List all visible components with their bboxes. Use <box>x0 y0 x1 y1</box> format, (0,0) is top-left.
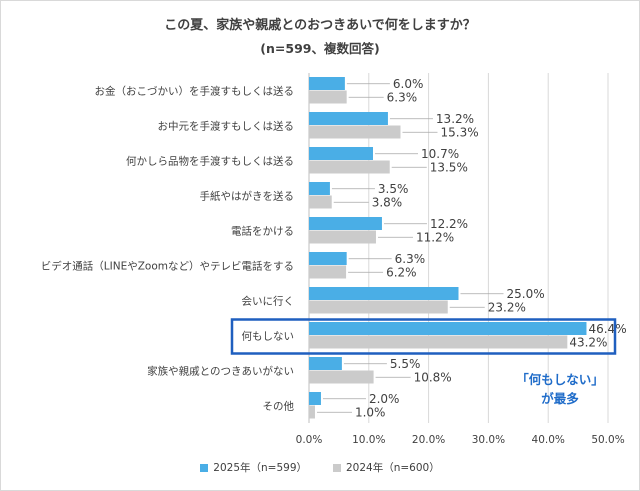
bar-2024 <box>309 300 448 314</box>
category-label: 家族や親戚とのつきあいがない <box>147 365 294 378</box>
bar-2024 <box>309 335 568 349</box>
annotation: 「何もしない」 が最多 <box>505 370 615 408</box>
x-tick-label: 0.0% <box>296 434 323 446</box>
value-label-2024: 1.0% <box>355 405 386 419</box>
legend-item-2025: 2025年（n=599） <box>200 460 307 475</box>
category-label: 会いに行く <box>242 295 295 308</box>
value-label-2025: 2.0% <box>369 392 400 406</box>
bar-2025 <box>309 147 373 160</box>
x-tick-label: 20.0% <box>412 434 445 446</box>
bar-2024 <box>309 195 332 209</box>
value-label-2025: 10.7% <box>421 147 459 161</box>
bar-2025 <box>309 357 342 370</box>
legend-swatch-2025 <box>200 463 209 472</box>
bar-2024 <box>309 90 347 104</box>
bar-2025 <box>309 252 347 265</box>
legend: 2025年（n=599） 2024年（n=600） <box>0 460 640 475</box>
chart-title: この夏、家族や親戚とのおつきあいで何をしますか？ <box>164 18 476 33</box>
value-label-2025: 12.2% <box>430 217 468 231</box>
category-label: 手紙やはがきを送る <box>200 190 295 203</box>
highlight-box <box>230 318 617 355</box>
bar-2024 <box>309 230 376 244</box>
category-label: その他 <box>263 400 295 413</box>
bar-2024 <box>309 160 390 174</box>
bar-2024 <box>309 405 315 419</box>
value-label-2025: 13.2% <box>436 112 474 126</box>
category-label: 何かしら品物を手渡すもしくは送る <box>126 155 294 168</box>
annotation-line-1: 「何もしない」 <box>516 372 604 387</box>
value-label-2024: 13.5% <box>430 160 468 174</box>
legend-label-2025: 2025年（n=599） <box>213 462 307 474</box>
bar-2025 <box>309 287 459 300</box>
value-label-2025: 46.4% <box>588 322 626 336</box>
x-tick-label: 50.0% <box>591 434 624 446</box>
bar-2024 <box>309 370 374 384</box>
value-label-2024: 6.2% <box>386 265 417 279</box>
legend-label-2024: 2024年（n=600） <box>346 462 440 474</box>
value-label-2024: 43.2% <box>569 335 607 349</box>
value-label-2024: 10.8% <box>414 370 452 384</box>
category-label: お金（おこづかい）を手渡すもしくは送る <box>95 85 295 98</box>
category-label: 何もしない <box>242 330 295 343</box>
x-tick-label: 30.0% <box>472 434 505 446</box>
legend-item-2024: 2024年（n=600） <box>333 460 440 475</box>
value-label-2025: 5.5% <box>390 357 421 371</box>
category-label: ビデオ通話（LINEやZoomなど）やテレビ電話をする <box>41 260 294 273</box>
bar-2025 <box>309 112 388 125</box>
x-tick-label: 10.0% <box>352 434 385 446</box>
annotation-line-2: が最多 <box>541 391 579 406</box>
bar-2025 <box>309 77 345 90</box>
value-label-2024: 15.3% <box>440 125 478 139</box>
chart-subtitle: (n=599、複数回答) <box>260 41 380 56</box>
value-label-2025: 6.0% <box>393 77 424 91</box>
value-label-2025: 6.3% <box>395 252 426 266</box>
bar-2025 <box>309 322 587 335</box>
value-label-2025: 25.0% <box>507 287 545 301</box>
bar-2024 <box>309 265 347 279</box>
x-tick-label: 40.0% <box>532 434 565 446</box>
category-label: 電話をかける <box>231 225 294 238</box>
legend-swatch-2024 <box>333 463 341 472</box>
value-label-2025: 3.5% <box>378 182 409 196</box>
bar-2025 <box>309 182 330 195</box>
category-label: お中元を手渡すもしくは送る <box>158 120 295 133</box>
bar-2025 <box>309 392 321 405</box>
value-label-2024: 3.8% <box>372 195 403 209</box>
value-label-2024: 6.3% <box>387 90 418 104</box>
bar-2025 <box>309 217 382 230</box>
bar-2024 <box>309 125 401 139</box>
value-label-2024: 23.2% <box>488 300 526 314</box>
value-label-2024: 11.2% <box>416 230 454 244</box>
